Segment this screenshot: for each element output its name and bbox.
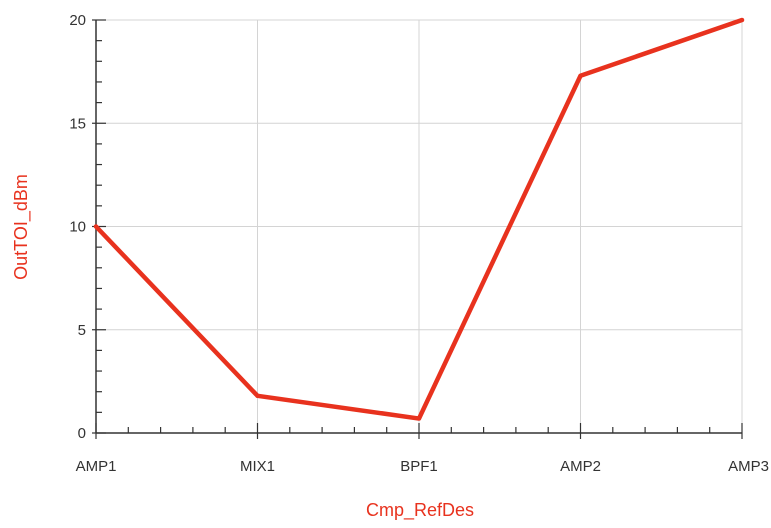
data-point bbox=[579, 74, 583, 78]
x-tick-label: MIX1 bbox=[240, 458, 275, 475]
x-tick-label: AMP3 bbox=[728, 458, 769, 475]
x-tick-label: BPF1 bbox=[400, 458, 438, 475]
y-tick-label: 0 bbox=[78, 425, 86, 442]
data-point bbox=[94, 225, 98, 229]
data-point bbox=[256, 394, 260, 398]
x-tick-label: AMP1 bbox=[76, 458, 117, 475]
data-point bbox=[417, 417, 421, 421]
y-tick-label: 5 bbox=[78, 322, 86, 339]
y-tick-label: 10 bbox=[69, 219, 86, 236]
data-point bbox=[740, 18, 744, 22]
grid bbox=[96, 20, 742, 433]
y-tick-label: 20 bbox=[69, 12, 86, 29]
y-axis-title: OutTOI_dBm bbox=[11, 174, 32, 280]
x-tick-label: AMP2 bbox=[560, 458, 601, 475]
x-axis-title: Cmp_RefDes bbox=[366, 500, 474, 521]
y-tick-label: 15 bbox=[69, 115, 86, 132]
axes bbox=[92, 20, 742, 439]
